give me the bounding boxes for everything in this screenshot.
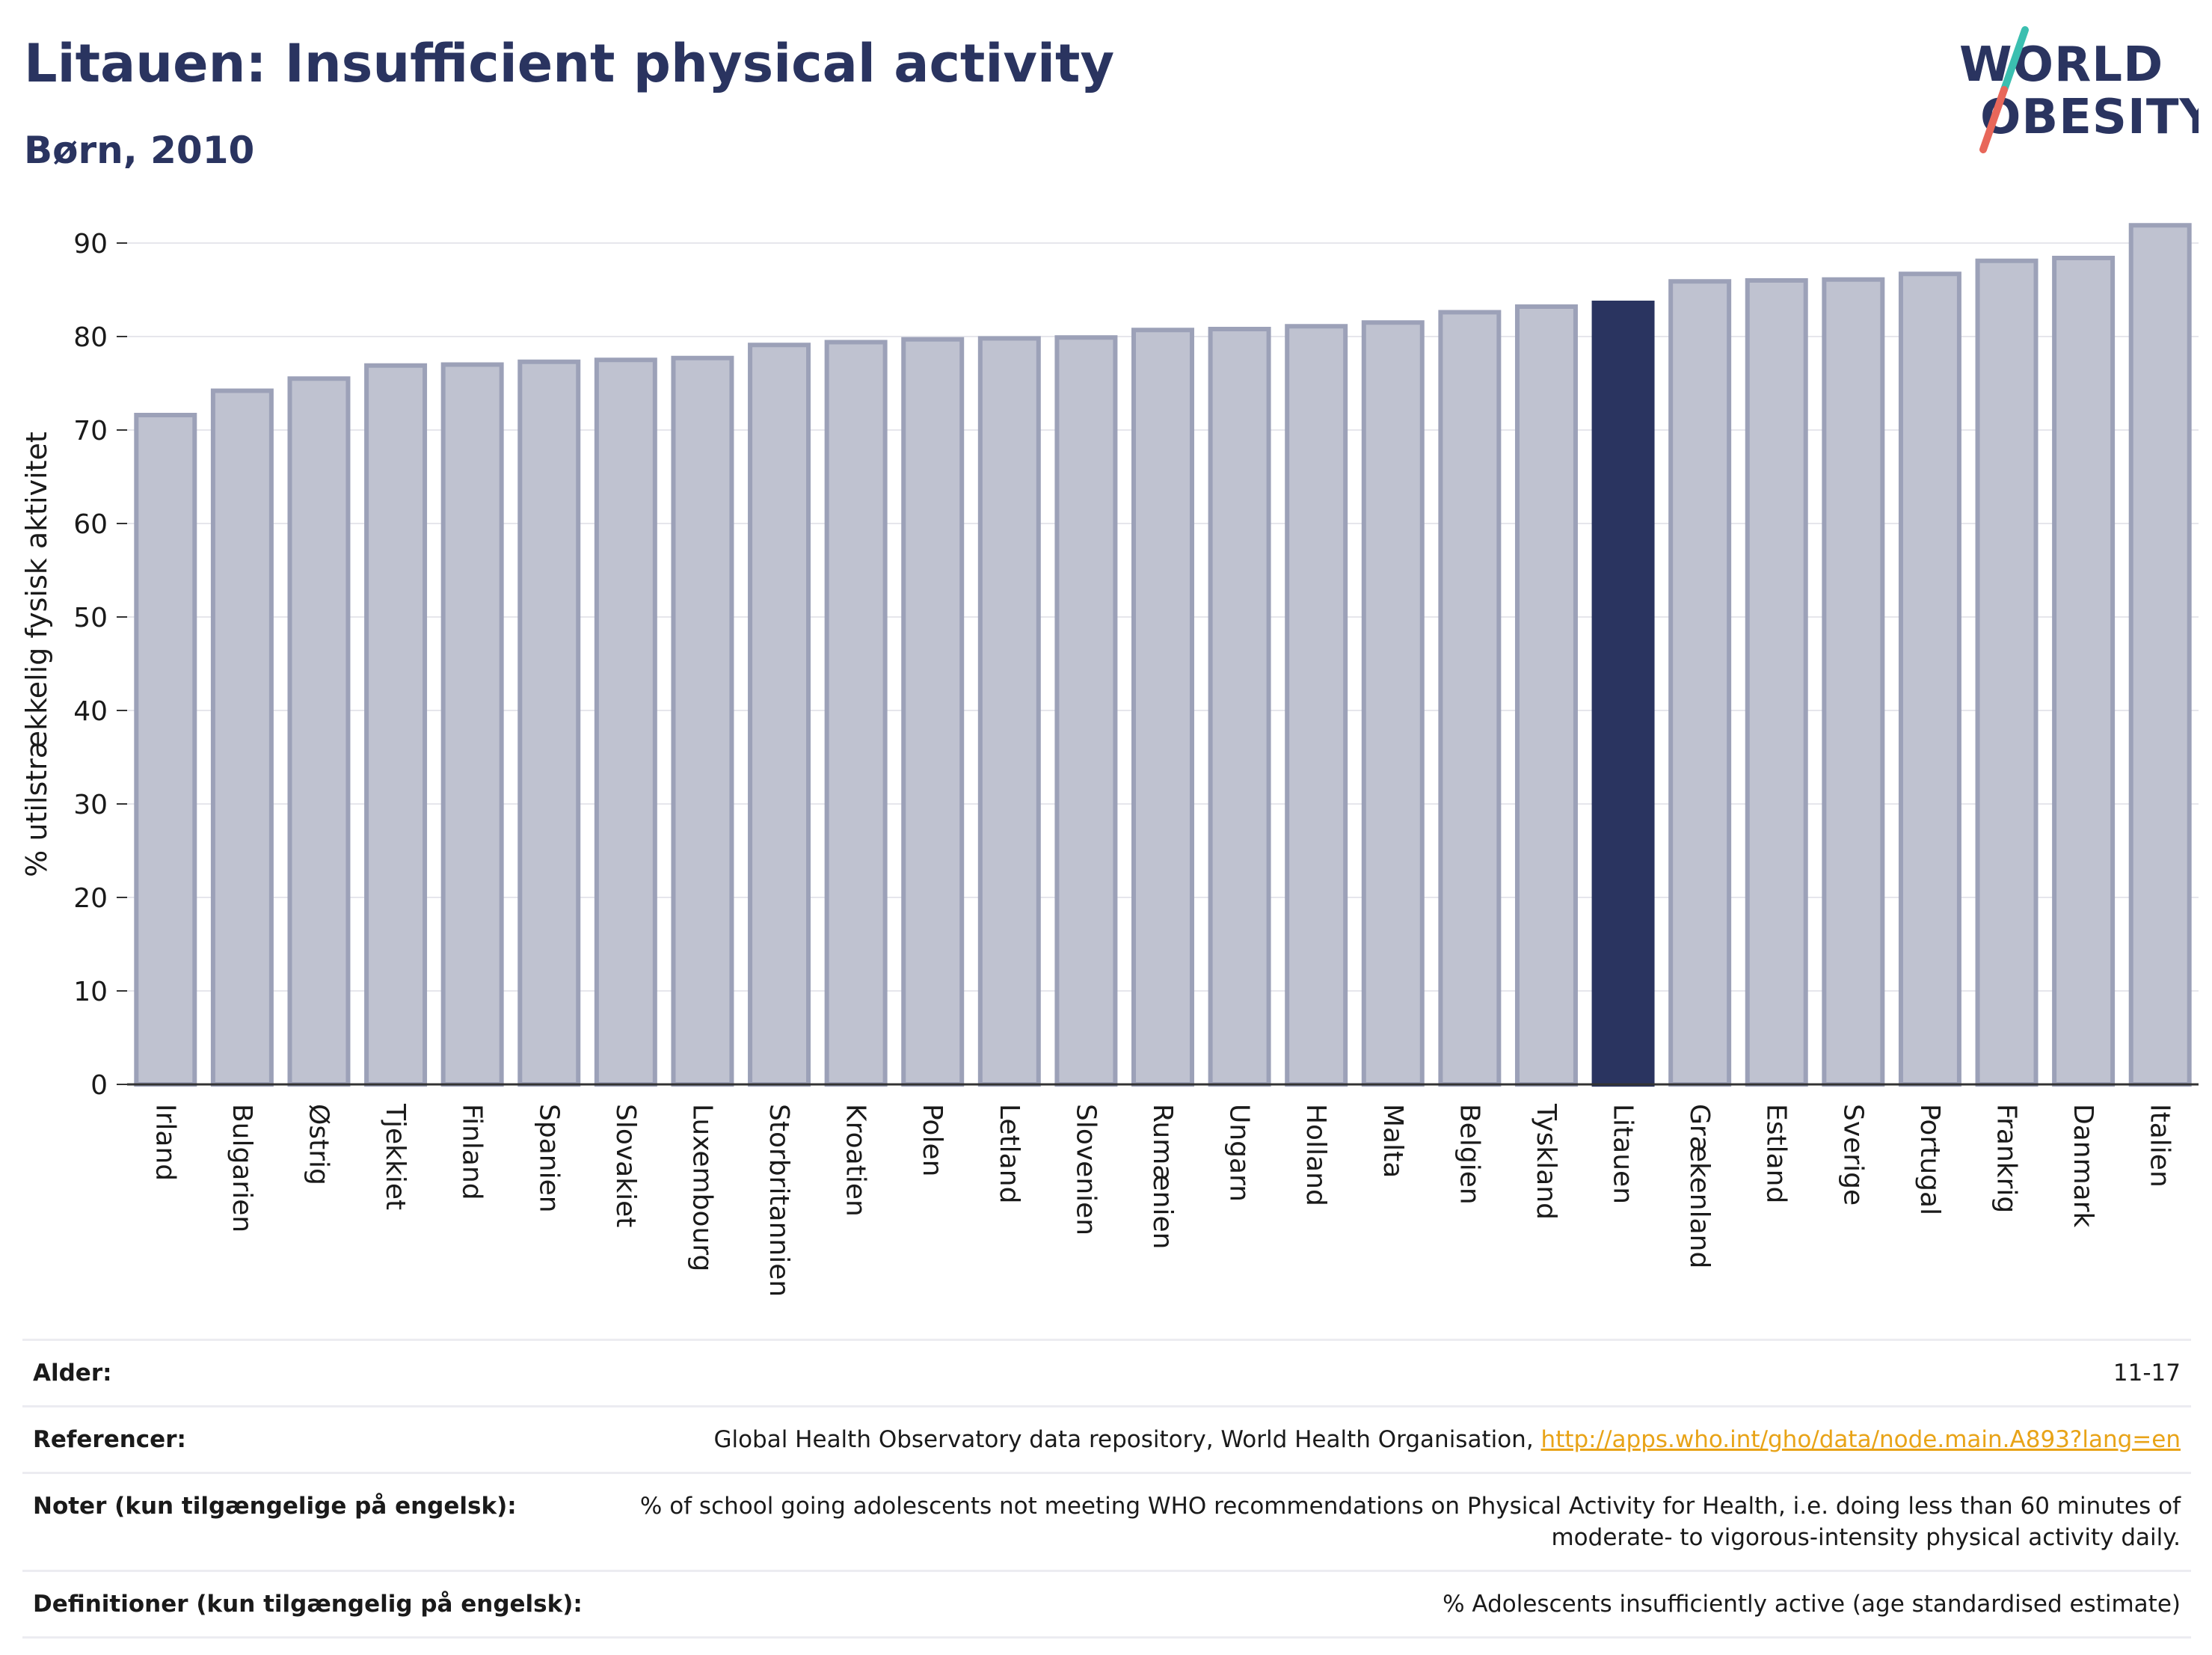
meta-row-definitions: Definitioner (kun tilgængelig på engelsk…: [22, 1572, 2191, 1639]
bar-irland: [134, 413, 197, 1087]
bar-malta: [1361, 320, 1425, 1087]
x-tick-label: Tjekkiet: [380, 1103, 411, 1210]
x-tick-label: Polen: [917, 1104, 947, 1176]
y-tick-label: 0: [90, 1070, 108, 1101]
y-axis-ticks: 0 10 20 30 40 50 60 70 80 90: [73, 229, 127, 1101]
x-tick-label: Rumænien: [1147, 1104, 1178, 1249]
x-tick-label: Sverige: [1837, 1104, 1868, 1206]
bar-spanien: [517, 359, 581, 1087]
y-tick-label: 30: [73, 790, 108, 820]
x-tick-label: Luxembourg: [686, 1104, 717, 1271]
x-tick-label: Malta: [1377, 1104, 1408, 1178]
x-tick-label: Grækenland: [1684, 1104, 1715, 1268]
meta-row-age: Alder: 11-17: [22, 1341, 2191, 1407]
y-tick-label: 70: [73, 416, 108, 446]
meta-row-notes: Noter (kun tilgængelige på engelsk): % o…: [22, 1474, 2191, 1572]
bar-estland: [1745, 278, 1808, 1087]
bar-luxembourg: [671, 355, 734, 1087]
bar-belgien: [1438, 310, 1502, 1087]
bar-litauen: [1591, 301, 1655, 1087]
bar-storbritannien: [748, 343, 811, 1087]
reference-link[interactable]: http://apps.who.int/gho/data/node.main.A…: [1540, 1426, 2181, 1453]
x-tick-label: Litauen: [1608, 1104, 1638, 1204]
meta-label-notes: Noter (kun tilgængelige på engelsk):: [33, 1493, 517, 1520]
x-tick-label: Slovakiet: [610, 1104, 641, 1227]
bar-italien: [2128, 223, 2192, 1087]
x-tick-label: Kroatien: [841, 1104, 871, 1217]
x-tick-label: Frankrig: [1991, 1104, 2022, 1213]
bar-frankrig: [1975, 258, 2039, 1087]
x-tick-label: Danmark: [2068, 1104, 2098, 1228]
bar-letland: [977, 336, 1041, 1087]
x-tick-label: Spanien: [533, 1104, 564, 1213]
x-axis-tick-labels: Irland Bulgarien Østrig Tjekkiet Finland Span…: [150, 1103, 2175, 1297]
x-tick-label: Østrig: [303, 1104, 334, 1185]
y-tick-label: 40: [73, 696, 108, 727]
x-tick-label: Tyskland: [1531, 1103, 1561, 1220]
x-tick-label: Bulgarien: [227, 1104, 257, 1232]
logo-line1: WORLD: [1959, 37, 2163, 93]
meta-row-references: Referencer: Global Health Observatory da…: [22, 1407, 2191, 1474]
x-tick-label: Letland: [994, 1104, 1024, 1203]
bars: [134, 223, 2192, 1087]
x-tick-label: Estland: [1761, 1104, 1792, 1203]
y-tick-label: 60: [73, 509, 108, 540]
bar-bulgarien: [210, 388, 274, 1087]
bar-tyskland: [1514, 304, 1578, 1087]
meta-label-references: Referencer:: [33, 1426, 186, 1453]
bar-polen: [901, 337, 965, 1087]
y-axis-label: % utilstrækkelig fysisk aktivitet: [20, 432, 53, 877]
meta-value-notes: % of school going adolescents not meetin…: [639, 1493, 2181, 1551]
bar-sverige: [1822, 277, 1885, 1087]
meta-value-age: 11-17: [2113, 1360, 2181, 1387]
metadata-table: Alder: 11-17 Referencer: Global Health O…: [22, 1339, 2191, 1639]
x-tick-label: Holland: [1300, 1104, 1331, 1206]
chart-title: Litauen: Insufficient physical activity: [24, 33, 1115, 94]
x-tick-label: Belgien: [1454, 1104, 1484, 1205]
reference-text: Global Health Observatory data repositor…: [713, 1426, 1541, 1453]
x-tick-label: Ungarn: [1224, 1104, 1255, 1202]
bar-ungarn: [1208, 327, 1271, 1087]
bar-østrig: [287, 376, 351, 1087]
bar-kroatien: [824, 340, 888, 1087]
x-tick-label: Portugal: [1914, 1104, 1945, 1215]
x-tick-label: Finland: [457, 1104, 488, 1200]
bar-grækenland: [1668, 279, 1732, 1087]
y-tick-label: 80: [73, 322, 108, 353]
bar-slovenien: [1054, 335, 1118, 1087]
bar-rumænien: [1131, 328, 1194, 1087]
x-tick-label: Italien: [2145, 1104, 2175, 1188]
bar-holland: [1285, 324, 1348, 1087]
x-tick-label: Storbritannien: [764, 1104, 794, 1297]
meta-value-definitions: % Adolescents insufficiently active (age…: [1443, 1591, 2181, 1618]
chart-subtitle: Børn, 2010: [24, 129, 255, 172]
bar-danmark: [2052, 256, 2116, 1087]
meta-value-references: Global Health Observatory data repositor…: [713, 1424, 2181, 1455]
bar-portugal: [1898, 271, 1961, 1087]
bar-finland: [440, 362, 504, 1087]
y-tick-label: 10: [73, 977, 108, 1007]
logo-slash-teal: [2000, 26, 2029, 93]
bar-chart: 0 10 20 30 40 50 60 70 80 90 Irland Bulgarien Østri…: [20, 223, 2199, 1297]
meta-label-definitions: Definitioner (kun tilgængelig på engelsk…: [33, 1591, 583, 1618]
x-tick-label: Slovenien: [1070, 1104, 1101, 1235]
y-tick-label: 50: [73, 603, 108, 633]
meta-label-age: Alder:: [33, 1360, 112, 1387]
bar-slovakiet: [594, 357, 657, 1087]
world-obesity-logo: WORLD OBESITY: [1959, 26, 2199, 153]
y-tick-label: 90: [73, 229, 108, 260]
logo-slash-red: [1979, 86, 2008, 153]
y-tick-label: 20: [73, 883, 108, 914]
bar-tjekkiet: [364, 363, 428, 1087]
x-tick-label: Irland: [150, 1104, 180, 1181]
logo-line2: OBESITY: [1980, 90, 2199, 145]
